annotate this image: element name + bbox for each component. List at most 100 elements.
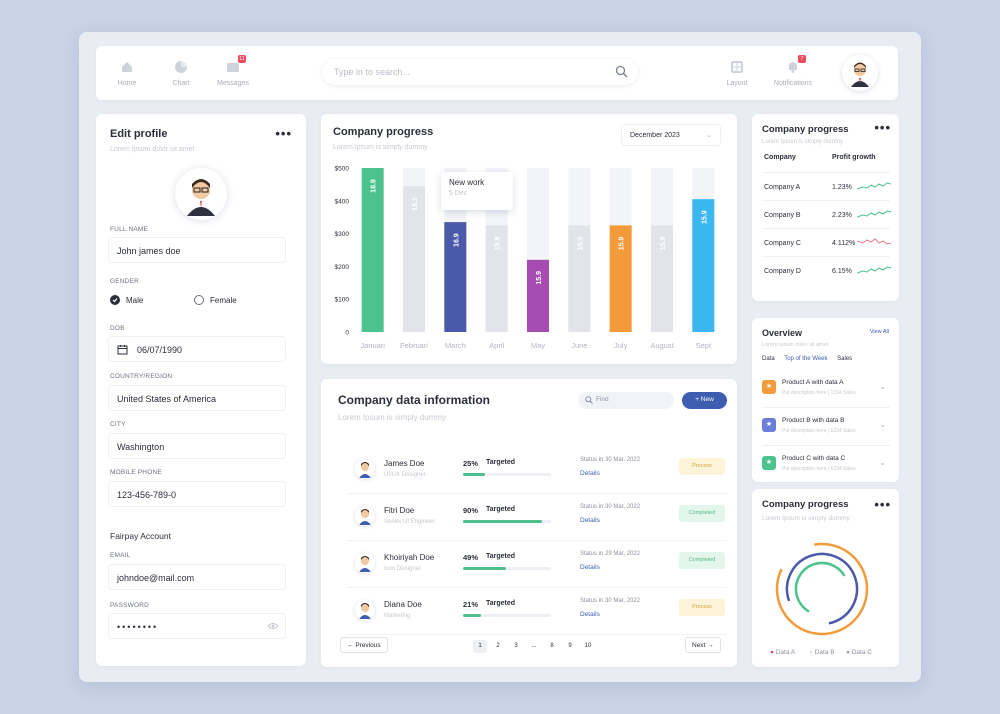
password-field[interactable]: ••••••••	[108, 613, 286, 639]
notifications-badge: 7	[798, 55, 806, 63]
tooltip-subtitle: 5 Dec	[449, 190, 468, 197]
arrow-left-icon: ←	[347, 642, 356, 649]
row-status: Status in 29 Mar, 2022	[580, 551, 641, 557]
row-details-link[interactable]: Details	[580, 611, 600, 618]
list-item[interactable]: ★ Product B with data B Put description he…	[762, 408, 890, 446]
bar	[361, 168, 384, 332]
chevron-down-icon[interactable]: ⌄	[879, 420, 886, 429]
gender-female-radio[interactable]: Female	[194, 295, 237, 305]
sparkline	[857, 238, 892, 245]
radial-ring-a	[775, 542, 869, 636]
new-button-label: New	[700, 396, 714, 403]
chart-tooltip: New work 5 Dec	[441, 172, 513, 210]
company-row[interactable]: Company B 2.23%	[762, 200, 892, 228]
x-tick-label: March	[445, 341, 466, 350]
company-name: Company B	[764, 212, 801, 219]
company-table-subtitle: Lorem Ipsum is simply dummy	[762, 139, 844, 145]
row-details-link[interactable]: Details	[580, 470, 600, 477]
page-number[interactable]: 3	[514, 643, 518, 649]
row-percent: 25%	[463, 459, 479, 468]
table-row[interactable]: Khoiriyah Doe Icon Designer 49% Targeted Sta…	[347, 541, 727, 588]
bar	[692, 199, 715, 332]
page-number[interactable]: 8	[550, 643, 554, 649]
star-icon: ★	[762, 418, 776, 432]
find-input[interactable]: Find	[578, 392, 674, 409]
chevron-down-icon[interactable]: ⌄	[879, 382, 886, 391]
page-number[interactable]: 9	[568, 643, 572, 649]
sparkline	[857, 266, 892, 274]
new-button[interactable]: + New	[682, 392, 727, 409]
company-row[interactable]: Company C 4.112%	[762, 228, 892, 256]
row-name: Diana Doe	[384, 600, 422, 609]
chevron-down-icon[interactable]: ⌄	[879, 458, 886, 467]
table-row[interactable]: Diana Doe Marketing 21% Targeted Status in 3…	[347, 588, 727, 635]
email-field[interactable]: johndoe@mail.com	[108, 564, 286, 590]
full-name-field[interactable]: John james doe	[108, 237, 286, 263]
search-icon[interactable]	[615, 65, 628, 80]
row-details-link[interactable]: Details	[580, 517, 600, 524]
info-title: Company data information	[338, 393, 491, 407]
view-all-link[interactable]: View All	[869, 329, 889, 335]
more-options-icon[interactable]: •••	[275, 126, 292, 141]
product-title: Product C with data C	[782, 455, 846, 462]
sparkline	[857, 210, 892, 218]
col-profit-growth: Profit growth	[832, 154, 876, 161]
search-input[interactable]: Type in to search...	[322, 59, 638, 85]
legend-data-a: ● Data A	[770, 649, 796, 656]
table-row[interactable]: James Doe UI/UX Designer 25% Targeted Status…	[347, 447, 727, 494]
status-badge: Process	[679, 458, 725, 475]
bar	[527, 259, 549, 332]
chevron-down-icon: ⌄	[706, 132, 712, 139]
row-name: Fitri Doe	[384, 506, 415, 515]
nav-layout[interactable]: Layout	[712, 46, 762, 87]
row-progress-bar	[463, 567, 551, 570]
nav-notifications[interactable]: 7 Notifications	[768, 46, 818, 87]
tab-sales[interactable]: Sales	[837, 356, 853, 362]
list-item[interactable]: ★ Product A with data A Put description he…	[762, 370, 890, 408]
search-placeholder: Type in to search...	[334, 67, 411, 77]
row-target: Targeted	[486, 506, 516, 513]
company-row[interactable]: Company D 6.15%	[762, 256, 892, 284]
page-number[interactable]: 1	[473, 640, 487, 653]
period-dropdown[interactable]: December 2023 ⌄	[621, 124, 721, 146]
next-button[interactable]: Next →	[685, 637, 721, 653]
profile-avatar[interactable]	[175, 168, 227, 220]
calendar-icon[interactable]	[117, 344, 128, 357]
eye-icon[interactable]	[267, 622, 279, 632]
user-avatar[interactable]	[842, 55, 878, 91]
row-target: Targeted	[486, 459, 516, 466]
gender-male-radio[interactable]: Male	[110, 295, 143, 305]
city-field[interactable]: Washington	[108, 433, 286, 459]
phone-field[interactable]: 123-456-789-0	[108, 481, 286, 507]
page-number[interactable]: 2	[496, 643, 500, 649]
row-name: James Doe	[384, 459, 425, 468]
company-row[interactable]: Company A 1.23%	[762, 172, 892, 200]
email-label: EMAIL	[110, 552, 131, 559]
page-number[interactable]: 10	[584, 643, 592, 649]
row-details-link[interactable]: Details	[580, 564, 600, 571]
bar	[403, 186, 425, 332]
dob-field[interactable]: 06/07/1990	[108, 336, 286, 362]
password-value: ••••••••	[117, 622, 159, 632]
home-icon	[120, 60, 134, 74]
list-item[interactable]: ★ Product C with data C Put description he…	[762, 446, 890, 484]
nav-notifications-label: Notifications	[773, 80, 813, 87]
radial-ring-c	[794, 561, 850, 617]
more-options-icon[interactable]: •••	[874, 497, 891, 512]
fairpay-account-title: Fairpay Account	[110, 531, 171, 541]
nav-chart[interactable]: Chart	[156, 46, 206, 87]
nav-home[interactable]: Home	[102, 46, 152, 87]
more-options-icon[interactable]: •••	[874, 120, 891, 135]
row-progress-fill	[463, 614, 482, 617]
row-status: Status in 30 Mar, 2022	[580, 457, 641, 463]
previous-button[interactable]: ← Previous	[340, 637, 388, 653]
tab-top-of-the-week[interactable]: Top of the Week	[784, 356, 828, 362]
country-field[interactable]: United States of America	[108, 385, 286, 411]
tab-data[interactable]: Data	[762, 356, 775, 362]
nav-messages[interactable]: 11 Messages	[208, 46, 258, 87]
bell-icon: 7	[786, 55, 806, 74]
y-tick-label: $400	[335, 198, 350, 205]
status-badge: Completed	[679, 552, 725, 569]
search-icon	[585, 396, 593, 406]
table-row[interactable]: Fitri Doe Senior UI Engineer 90% Targeted St…	[347, 494, 727, 541]
